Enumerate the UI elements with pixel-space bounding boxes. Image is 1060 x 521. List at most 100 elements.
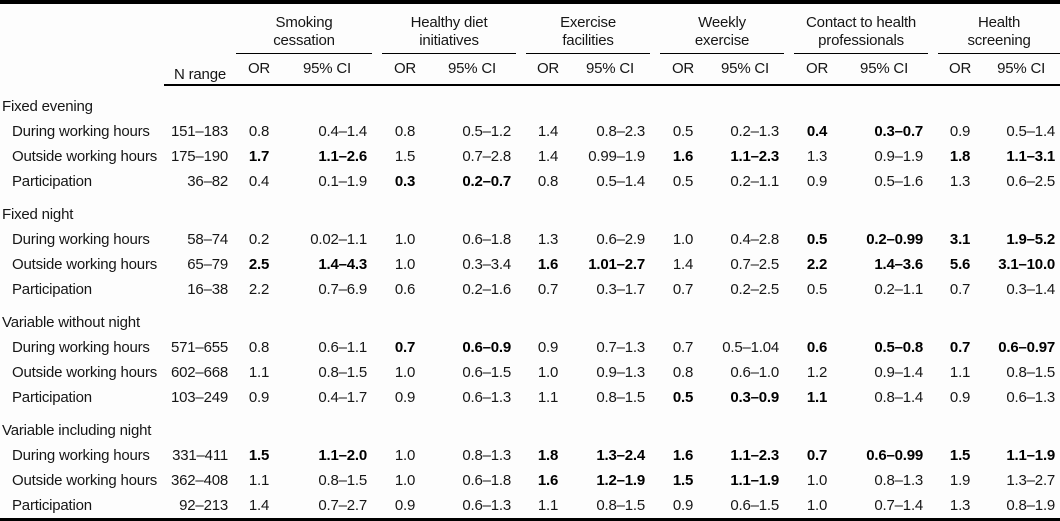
ci-value: 0.9–1.3 [596,364,646,381]
ci-value: 1.01–2.7 [588,256,646,273]
or-value: 1.5 [672,472,694,489]
or-value: 0.6 [806,339,828,356]
or-value: 0.3 [394,173,416,190]
column-gap [928,385,938,410]
or-value: 1.1 [248,472,270,489]
section-row: Fixed night [0,194,1060,227]
column-gap [372,227,382,252]
table-row: Participation 103–249 0.9 0.4–1.7 0.9 0.6–1.3… [0,385,1060,410]
section-row: Variable including night [0,410,1060,443]
or-value: 1.0 [806,497,828,514]
column-gap [372,335,382,360]
column-gap [372,252,382,277]
or-value: 2.5 [248,256,270,273]
ci-value: 0.9–1.4 [874,364,924,381]
section-label: Variable including night [2,422,152,439]
row-label: Participation [12,497,92,514]
or-value: 1.5 [394,148,416,165]
or-value: 0.9 [248,389,270,406]
ci-value: 0.6–1.1 [318,339,368,356]
section-label: Fixed evening [2,98,93,115]
n-range-value: 362–408 [171,472,228,489]
column-gap [650,252,660,277]
ci-value: 3.1–10.0 [998,256,1056,273]
ci-value: 1.1–2.0 [318,447,368,464]
or-value: 0.5 [672,123,694,140]
ci-value: 0.2–1.1 [730,173,780,190]
or-value: 0.8 [248,339,270,356]
n-range-value: 331–411 [172,447,228,464]
or-value: 1.9 [949,472,971,489]
column-gap [784,252,794,277]
ci-value: 0.2–0.7 [462,173,512,190]
or-value: 1.6 [672,148,694,165]
table-row: During working hours 151–183 0.8 0.4–1.4 0.8… [0,119,1060,144]
ci-value: 1.3–2.4 [596,447,646,464]
or-value: 2.2 [806,256,828,273]
n-range-header: N range [164,2,236,86]
group-gap [372,2,383,86]
or-value: 0.7 [672,281,694,298]
column-gap [516,360,526,385]
or-value: 0.8 [394,123,416,140]
column-gap [784,227,794,252]
ci-value: 0.3–0.7 [874,123,924,140]
column-gap [928,493,938,520]
ci-value: 0.5–1.6 [874,173,924,190]
or-value: 1.5 [949,447,971,464]
or-column-header: OR [236,53,282,86]
or-value: 0.9 [949,123,971,140]
group-header: Contact to health professionals [794,2,929,54]
ci-value: 0.7–2.5 [730,256,780,273]
ci-value: 0.4–1.7 [318,389,368,406]
column-gap [372,443,382,468]
n-range-value: 151–183 [171,123,228,140]
ci-column-header: 95% CI [706,53,785,86]
column-gap [650,443,660,468]
or-value: 0.9 [949,389,971,406]
ci-value: 0.2–0.99 [866,231,924,248]
or-value: 1.1 [806,389,828,406]
ci-value: 0.3–3.4 [462,256,512,273]
column-gap [928,227,938,252]
ci-value: 0.8–1.4 [874,389,924,406]
ci-value: 0.6–2.9 [596,231,646,248]
column-gap [784,468,794,493]
column-gap [516,468,526,493]
column-gap [516,277,526,302]
column-gap [928,360,938,385]
table-row: During working hours 331–411 1.5 1.1–2.0 1.0… [0,443,1060,468]
ci-value: 0.6–1.5 [462,364,512,381]
or-value: 0.5 [806,231,828,248]
ci-value: 0.8–1.5 [596,389,646,406]
column-gap [650,169,660,194]
or-value: 0.4 [806,123,828,140]
column-gap [372,385,382,410]
column-gap [784,169,794,194]
ci-value: 0.02–1.1 [310,231,368,248]
ci-value: 1.1–1.9 [1006,447,1056,464]
or-value: 0.8 [248,123,270,140]
or-value: 0.5 [672,173,694,190]
table-row: Outside working hours 602–668 1.1 0.8–1.5 1.… [0,360,1060,385]
column-gap [372,277,382,302]
or-value: 0.7 [537,281,559,298]
ci-column-header: 95% CI [428,53,517,86]
ci-column-header: 95% CI [282,53,373,86]
ci-value: 0.3–1.7 [596,281,646,298]
ci-value: 0.5–1.4 [596,173,646,190]
group-gap [650,2,661,86]
ci-value: 1.2–1.9 [596,472,646,489]
column-gap [928,169,938,194]
or-value: 0.5 [672,389,694,406]
or-value: 0.8 [537,173,559,190]
or-column-header: OR [938,53,983,86]
ci-value: 0.2–1.3 [730,123,780,140]
ci-value: 0.6–1.3 [462,497,512,514]
or-value: 0.7 [672,339,694,356]
or-value: 0.5 [806,281,828,298]
ci-value: 0.6–1.8 [462,472,512,489]
group-gap [784,2,795,86]
group-header: Exercise facilities [526,2,651,54]
